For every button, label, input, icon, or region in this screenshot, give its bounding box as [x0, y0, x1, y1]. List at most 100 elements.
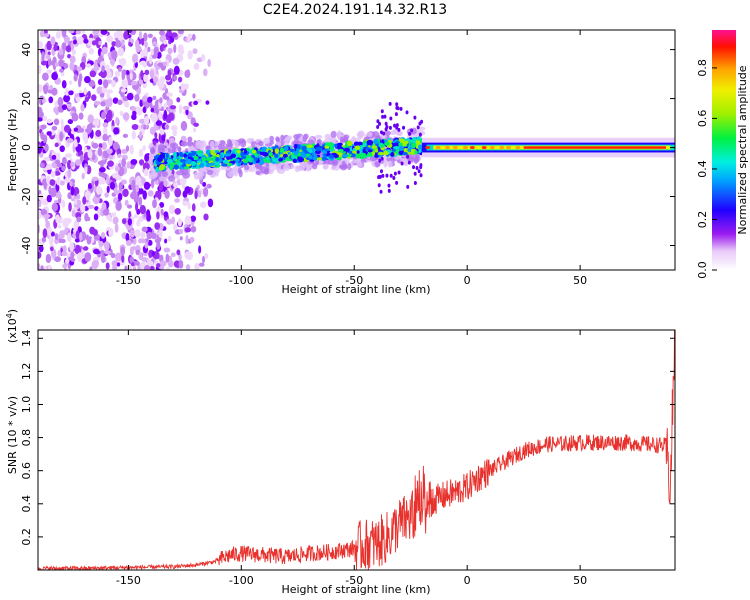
spectrogram-noise-mark	[156, 263, 161, 268]
spectrogram-noise-mark	[47, 51, 51, 56]
spectrogram-scatter-mark	[376, 124, 380, 129]
narrow-trace-blob	[462, 145, 468, 150]
spectrogram-trace-mark	[337, 148, 344, 153]
spectrogram-noise-mark	[193, 100, 199, 106]
spectrogram-trace-mark	[357, 141, 363, 146]
spectrogram-noise-mark	[69, 55, 76, 64]
spectrogram-halo-mark	[181, 168, 189, 175]
spectrogram-noise-mark	[106, 185, 110, 194]
spectrogram-trace-mark	[313, 154, 318, 161]
narrow-trace-core	[523, 146, 666, 149]
spectrogram-noise-mark	[144, 69, 150, 76]
spectrogram-noise-mark	[198, 262, 205, 267]
spectrogram-trace-mark	[237, 161, 241, 167]
snr-ylabel: SNR (10 * v/v)	[6, 396, 19, 474]
spectrogram-trace-mark	[279, 147, 285, 153]
spectrogram-noise-mark	[133, 214, 138, 219]
spectrogram-trace-mark	[284, 146, 289, 151]
spectrogram-trace-mark	[221, 163, 228, 167]
spectrogram-noise-mark	[38, 245, 44, 253]
spectrogram-noise-mark	[70, 186, 75, 196]
spectrogram-noise-mark	[166, 30, 172, 37]
spectrogram-trace-mark	[373, 138, 379, 145]
spectrogram-noise-mark	[189, 236, 195, 243]
spectrogram-noise-mark	[46, 131, 52, 136]
spectrogram-trace-mark	[172, 151, 177, 158]
spectrogram-ytick-label: 20	[20, 92, 33, 106]
spectrogram-halo-mark	[322, 164, 329, 170]
snr-marks	[38, 330, 675, 570]
spectrogram-trace-mark	[346, 140, 353, 147]
spectrogram-trace-mark	[226, 155, 230, 161]
spectrogram-noise-mark	[206, 183, 212, 189]
spectrogram-noise-mark	[38, 193, 44, 201]
spectrogram-noise-mark	[173, 65, 180, 75]
spectrogram-noise-mark	[201, 54, 206, 62]
spectrogram-trace-mark	[166, 159, 173, 164]
spectrogram-halo-mark	[195, 144, 203, 149]
spectrogram-halo-mark	[180, 141, 188, 147]
spectrogram-noise-mark	[43, 33, 50, 38]
spectrogram-noise-mark	[105, 98, 110, 108]
spectrogram-noise-mark	[73, 73, 78, 82]
spectrogram-noise-mark	[187, 50, 193, 60]
spectrogram-noise-mark	[157, 62, 164, 67]
spectrogram-noise-mark	[184, 215, 192, 226]
spectrogram-noise-mark	[101, 141, 108, 151]
spectrogram-noise-mark	[75, 96, 81, 103]
spectrogram-trace-mark	[179, 159, 186, 163]
spectrogram-noise-mark	[57, 233, 65, 239]
spectrogram-trace-mark	[197, 152, 203, 157]
spectrogram-noise-mark	[64, 36, 70, 44]
spectrogram-scatter-mark	[418, 132, 422, 137]
spectrogram-trace-mark	[315, 146, 322, 152]
spectrogram-noise-mark	[139, 51, 144, 56]
spectrogram-scatter-mark	[413, 181, 417, 186]
spectrogram-noise-mark	[66, 138, 74, 144]
spectrogram-noise-mark	[86, 123, 93, 134]
spectrogram-noise-mark	[38, 251, 42, 259]
spectrogram-trace-mark	[384, 141, 390, 146]
spectrogram-noise-mark	[51, 154, 57, 160]
spectrogram-noise-mark	[50, 231, 55, 237]
spectrogram-scatter-mark	[418, 121, 422, 126]
spectrogram-noise-mark	[163, 39, 167, 45]
spectrogram-noise-mark	[78, 112, 84, 120]
spectrogram-frame	[37, 29, 676, 271]
spectrogram-trace-mark	[390, 151, 395, 157]
snr-ytick-label: 1.4	[20, 330, 33, 348]
spectrogram-noise-mark	[98, 245, 103, 252]
spectrogram-noise-mark	[174, 187, 182, 198]
spectrogram-trace-mark	[234, 158, 240, 163]
spectrogram-halo-mark	[311, 163, 318, 170]
spectrogram-noise-mark	[112, 141, 119, 151]
spectrogram-halo-mark	[284, 136, 290, 142]
spectrogram-noise-mark	[71, 112, 78, 118]
spectrogram-trace-mark	[329, 146, 334, 151]
spectrogram-noise-mark	[53, 44, 58, 52]
spectrogram-halo-mark	[402, 160, 409, 165]
spectrogram-noise-mark	[67, 119, 74, 125]
spectrogram-noise-mark	[131, 130, 136, 140]
spectrogram-noise-mark	[131, 179, 136, 188]
colorbar-tick-label: 0.2	[696, 211, 709, 229]
spectrogram-noise-mark	[91, 94, 97, 101]
spectrogram-noise-mark	[55, 31, 62, 40]
spectrogram-noise-mark	[58, 59, 65, 68]
spectrogram-trace-mark	[328, 154, 335, 159]
spectrogram-noise-mark	[176, 249, 181, 256]
spectrogram-noise-mark	[144, 41, 148, 48]
spectrogram-noise-mark	[161, 134, 166, 142]
spectrogram-noise-mark	[143, 116, 150, 126]
spectrogram-trace-mark	[240, 151, 245, 157]
spectrogram-noise-mark	[110, 212, 117, 217]
narrow-trace-blob	[435, 145, 441, 150]
spectrogram-halo-mark	[302, 134, 308, 143]
spectrogram-noise-mark	[77, 252, 83, 263]
spectrogram-noise-mark	[130, 81, 138, 86]
spectrogram-noise-mark	[160, 208, 164, 216]
spectrogram-noise-mark	[192, 127, 197, 133]
spectrogram-trace-mark	[355, 152, 361, 159]
spectrogram-noise-mark	[51, 190, 56, 195]
spectrogram-halo-mark	[172, 142, 179, 150]
